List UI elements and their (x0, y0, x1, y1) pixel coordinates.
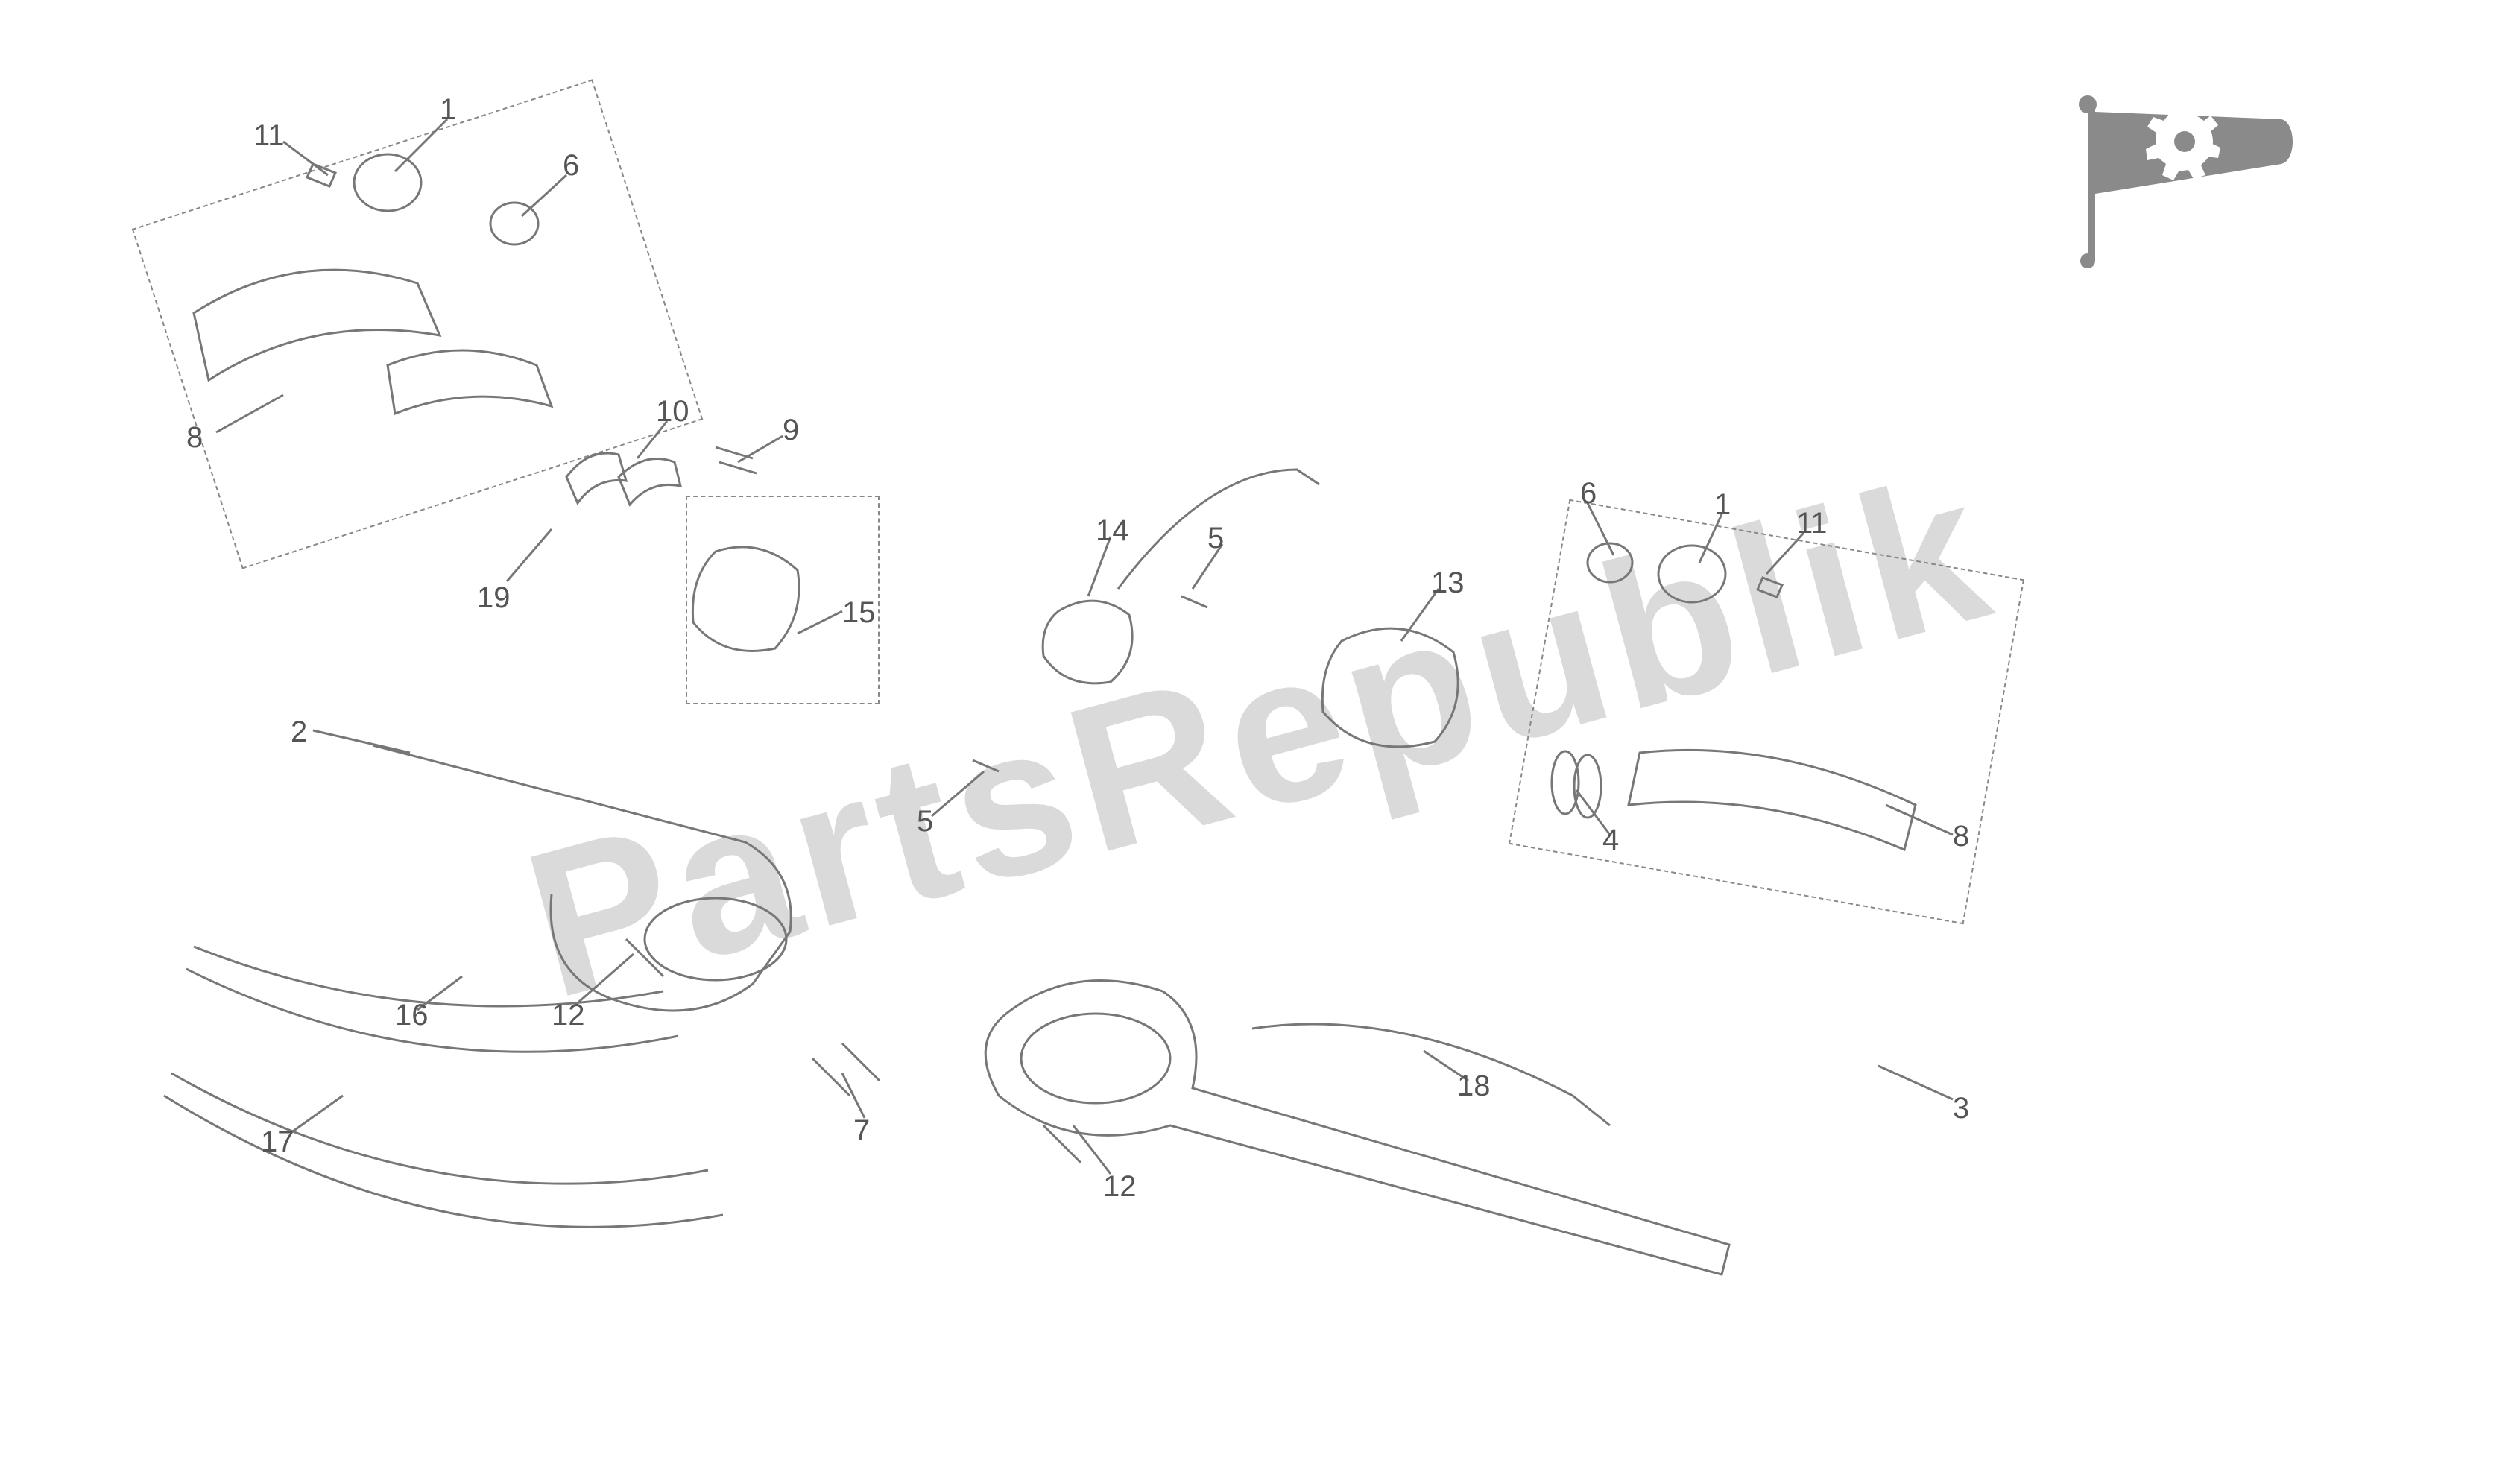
label-6b: 6 (1580, 477, 1597, 511)
label-1a: 1 (440, 93, 456, 127)
label-1b: 1 (1714, 488, 1731, 522)
label-13: 13 (1431, 566, 1465, 600)
label-5b: 5 (917, 805, 933, 838)
label-17: 17 (261, 1125, 294, 1159)
label-3: 3 (1953, 1092, 1969, 1125)
diagram-lines (0, 0, 2520, 1472)
label-11a: 11 (253, 119, 285, 153)
label-9: 9 (783, 414, 799, 447)
label-18: 18 (1457, 1070, 1491, 1103)
label-5a: 5 (1207, 522, 1224, 555)
label-16: 16 (395, 999, 429, 1032)
label-12b: 12 (1103, 1170, 1137, 1204)
diagram-container: PartsRepublik (0, 0, 2520, 1472)
label-4: 4 (1602, 824, 1619, 857)
label-2: 2 (291, 716, 307, 749)
label-12a: 12 (552, 999, 585, 1032)
label-7: 7 (853, 1114, 870, 1148)
label-8b: 8 (1953, 820, 1969, 853)
label-19: 19 (477, 581, 511, 615)
label-15: 15 (842, 596, 876, 630)
label-8a: 8 (186, 421, 203, 455)
label-14: 14 (1096, 514, 1129, 548)
label-10: 10 (656, 395, 689, 429)
label-6a: 6 (563, 149, 579, 183)
label-11b: 11 (1796, 507, 1828, 540)
